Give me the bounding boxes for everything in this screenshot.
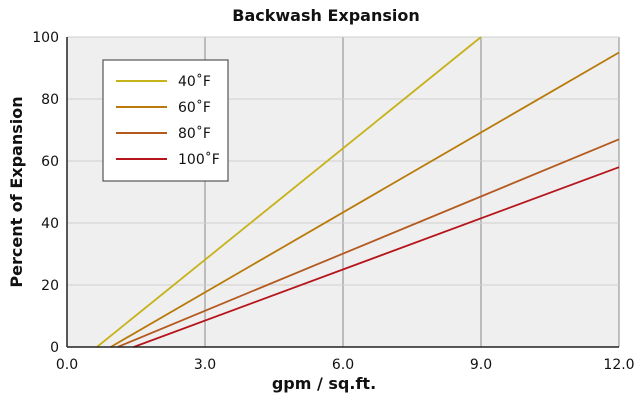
y-tick-label-5: 100 xyxy=(32,30,59,46)
legend-label-2: 80˚F xyxy=(178,125,211,142)
x-tick-label-4: 12.0 xyxy=(603,357,634,373)
x-tick-label-1: 3.0 xyxy=(194,357,216,373)
x-tick-label-0: 0.0 xyxy=(56,357,78,373)
series-line-2 xyxy=(117,138,620,348)
x-axis-label: gpm / sq.ft. xyxy=(272,374,376,393)
x-tick-labels: 0.0 3.0 6.0 9.0 12.0 xyxy=(56,357,635,373)
series-line-3 xyxy=(133,166,620,348)
series-lines xyxy=(96,36,620,348)
y-tick-label-4: 80 xyxy=(41,92,59,108)
series-line-1 xyxy=(110,51,620,348)
series-line-0 xyxy=(96,36,482,348)
legend-label-3: 100˚F xyxy=(178,151,220,168)
y-tick-label-3: 60 xyxy=(41,154,59,170)
legend-label-1: 60˚F xyxy=(178,99,211,116)
y-tick-label-0: 0 xyxy=(50,340,59,356)
y-tick-label-2: 40 xyxy=(41,216,59,232)
chart-title: Backwash Expansion xyxy=(232,6,419,25)
y-tick-label-1: 20 xyxy=(41,278,59,294)
legend: 40˚F 60˚F 80˚F 100˚F xyxy=(102,59,229,182)
y-axis-label: Percent of Expansion xyxy=(7,96,26,287)
legend-label-0: 40˚F xyxy=(178,73,211,90)
y-tick-labels: 0 20 40 60 80 100 xyxy=(32,30,59,356)
x-tick-label-2: 6.0 xyxy=(332,357,354,373)
x-tick-label-3: 9.0 xyxy=(470,357,492,373)
